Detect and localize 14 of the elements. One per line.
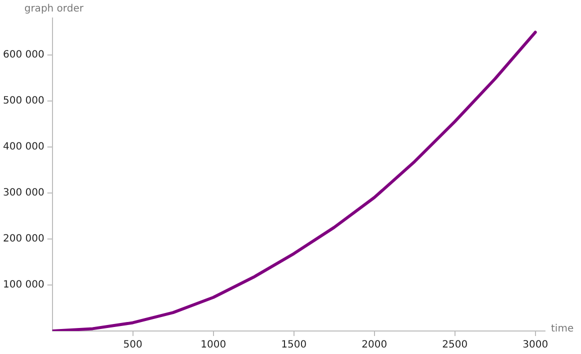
y-tick-label: 500 000 bbox=[2, 95, 44, 106]
x-tick-label: 2000 bbox=[362, 340, 388, 351]
x-tick-label: 1000 bbox=[200, 340, 226, 351]
y-axis-title: graph order bbox=[24, 4, 84, 15]
y-tick-label: 400 000 bbox=[2, 141, 44, 152]
y-tick-label: 200 000 bbox=[2, 234, 44, 245]
y-tick-label: 300 000 bbox=[2, 188, 44, 199]
x-tick-label: 3000 bbox=[522, 340, 548, 351]
y-tick-label: 100 000 bbox=[2, 280, 44, 291]
x-tick-label: 500 bbox=[123, 340, 142, 351]
x-axis-title: time bbox=[551, 324, 574, 335]
x-tick-label: 1500 bbox=[281, 340, 307, 351]
y-tick-label: 600 000 bbox=[2, 49, 44, 60]
x-tick-label: 2500 bbox=[442, 340, 468, 351]
